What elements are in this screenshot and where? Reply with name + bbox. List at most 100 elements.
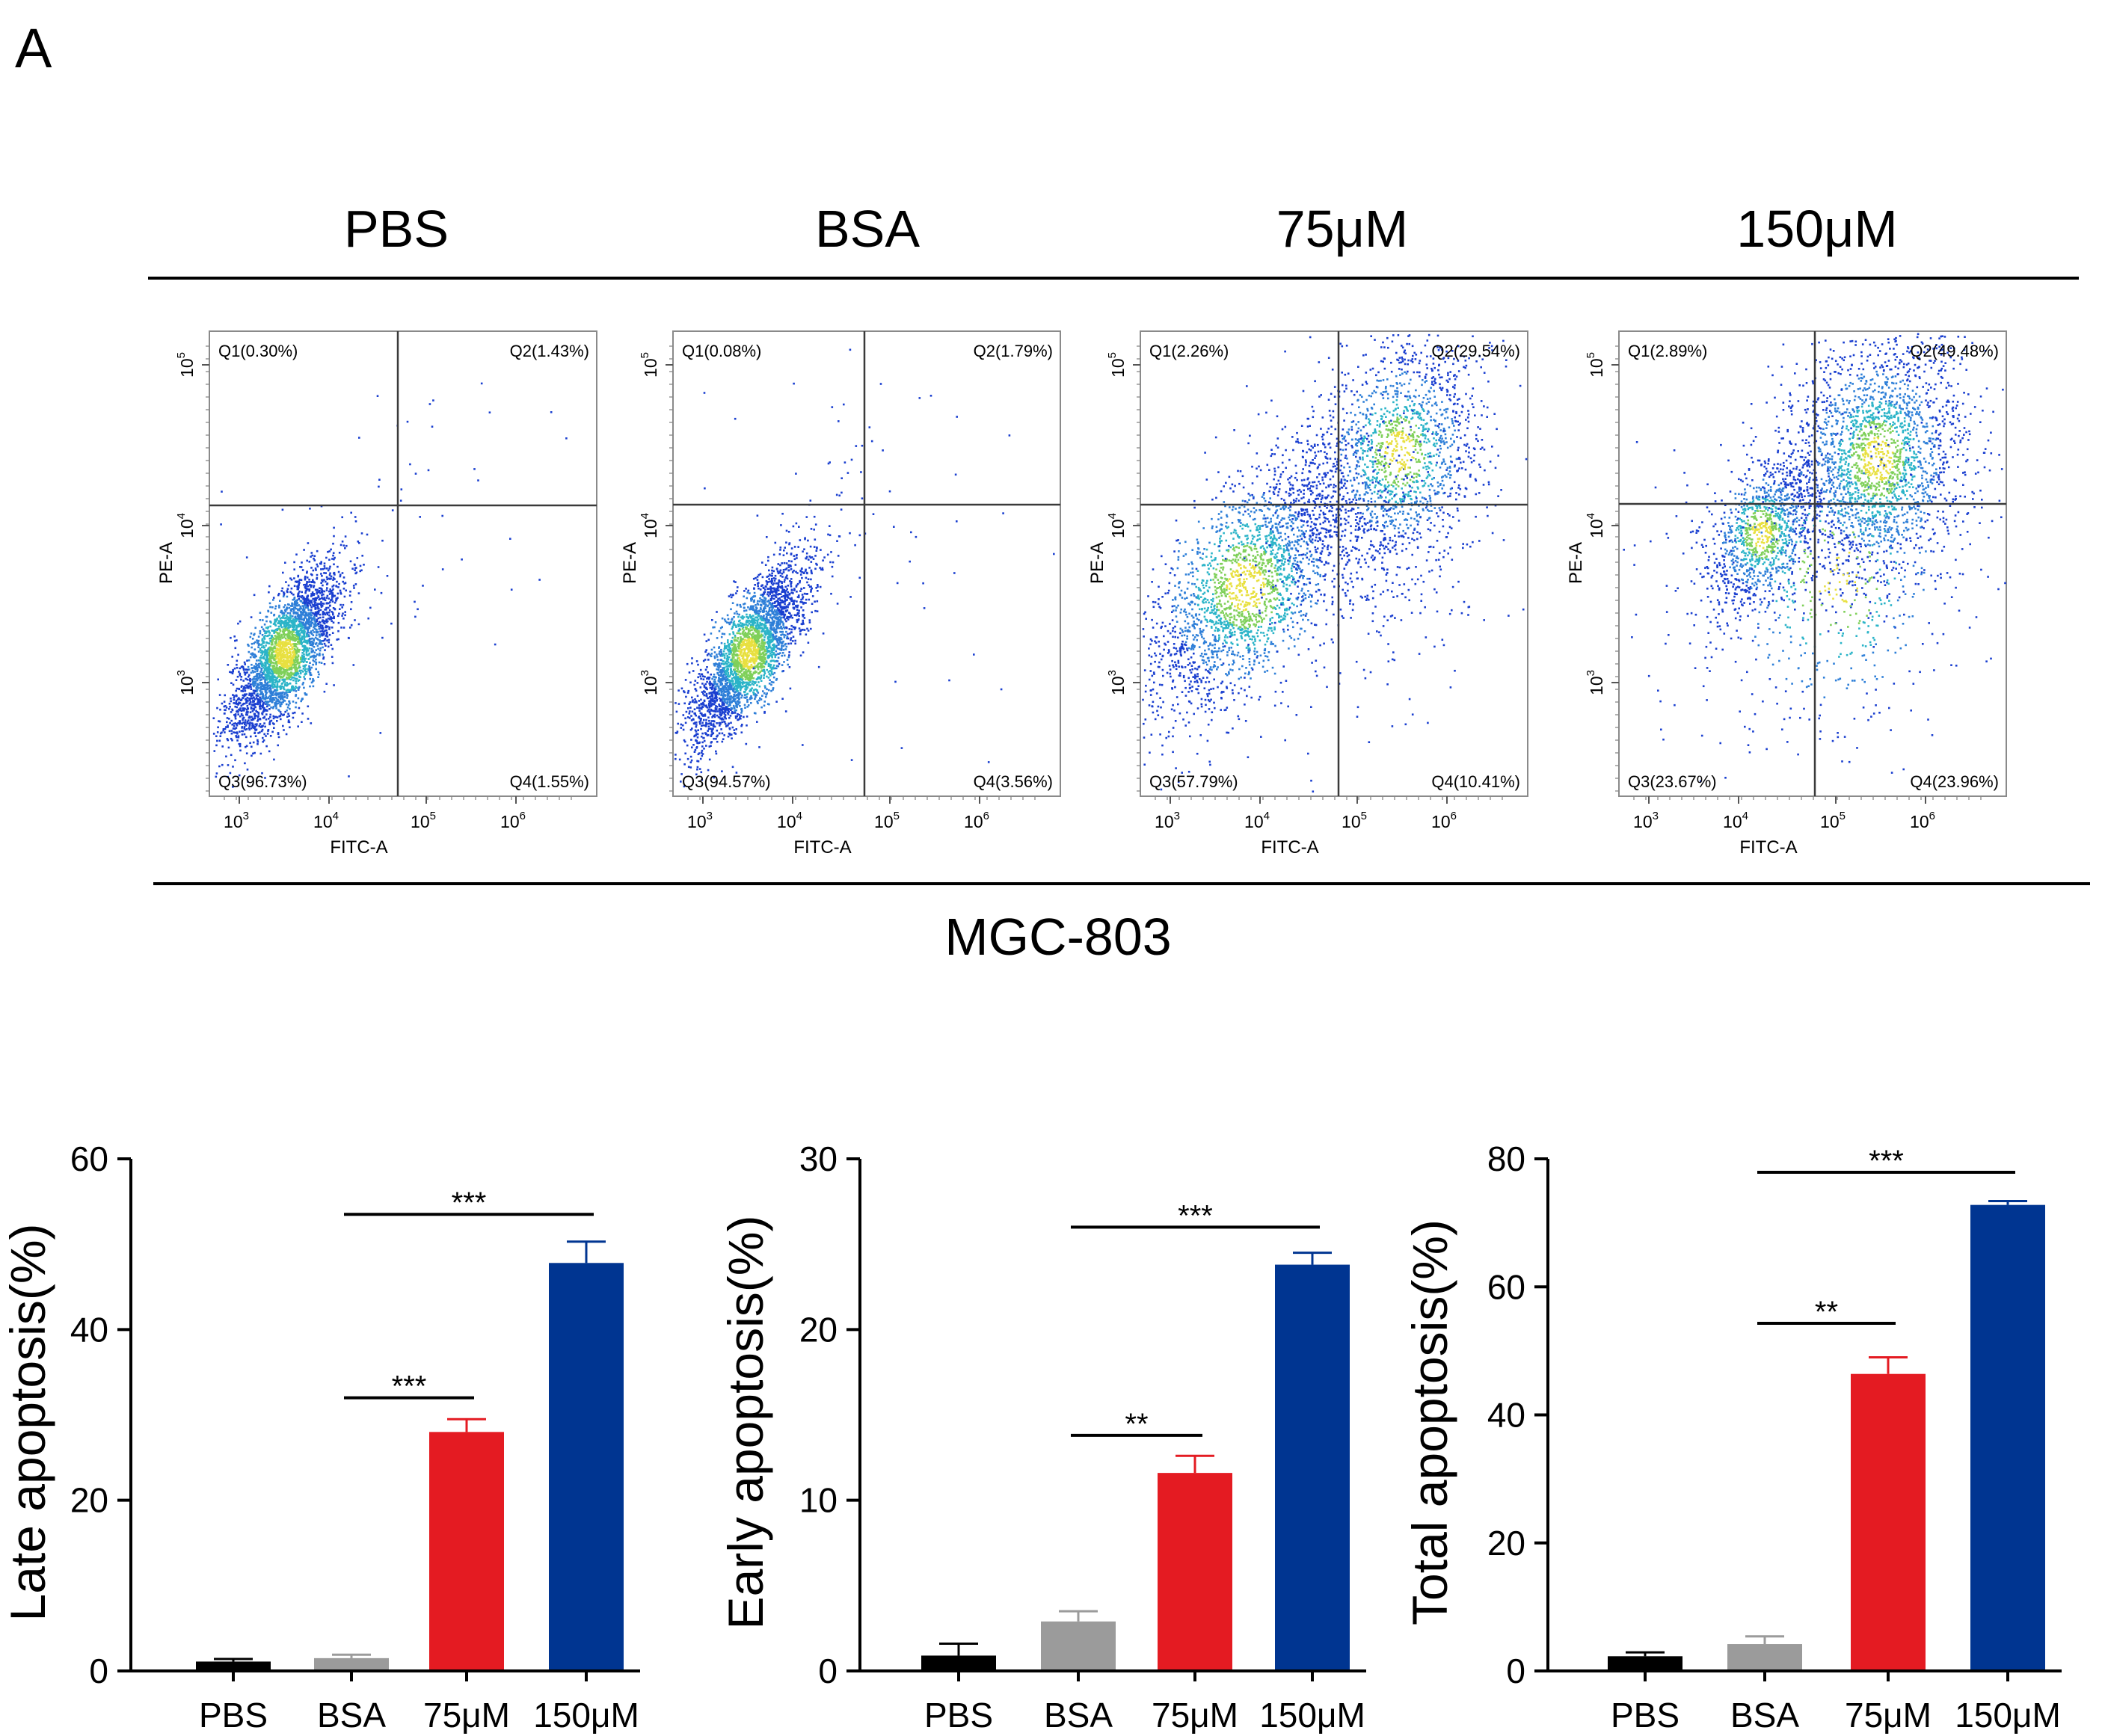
flow-event-dot — [269, 685, 272, 687]
flow-event-dot — [264, 665, 266, 667]
flow-event-dot — [325, 620, 328, 622]
flow-event-dot — [316, 638, 319, 640]
flow-event-dot — [245, 668, 248, 671]
flow-event-dot — [277, 653, 280, 656]
flow-event-dot — [294, 636, 296, 639]
flow-event-dot — [308, 579, 310, 581]
flow-event-dot — [259, 662, 262, 665]
flow-event-dot — [760, 674, 763, 677]
flow-event-dot — [772, 629, 775, 631]
flow-event-dot — [716, 714, 719, 717]
flow-event-dot — [282, 617, 284, 619]
flow-event-dot — [237, 653, 239, 656]
flow-event-dot — [274, 631, 277, 633]
flow-event-dot — [314, 612, 316, 615]
flow-event-dot — [307, 668, 310, 671]
flow-event-dot — [700, 698, 702, 701]
flow-event-dot — [295, 652, 298, 655]
flow-event-dot — [324, 649, 326, 651]
flow-event-dot — [286, 662, 289, 665]
flow-event-dot — [322, 598, 325, 600]
flow-event-dot — [321, 620, 324, 623]
flow-event-dot — [283, 673, 286, 675]
flow-event-dot — [787, 591, 789, 594]
flow-event-dot — [261, 687, 264, 690]
flow-event-dot — [277, 655, 280, 657]
flow-event-dot — [240, 698, 243, 701]
flow-event-dot — [794, 639, 796, 642]
flow-event-dot — [308, 671, 311, 674]
flow-event-dot — [265, 664, 267, 666]
flow-event-dot — [304, 587, 307, 590]
flow-event-dot — [272, 690, 275, 693]
flow-event-dot — [319, 634, 322, 637]
flow-event-dot — [746, 640, 748, 642]
flow-event-dot — [280, 673, 283, 676]
flow-event-dot — [257, 718, 259, 721]
flow-event-dot — [299, 566, 301, 568]
flow-event-dot — [288, 630, 291, 632]
flow-event-dot — [319, 639, 321, 641]
flow-event-dot — [326, 613, 329, 616]
flow-event-dot — [252, 677, 255, 680]
flow-event-dot — [283, 635, 286, 638]
flow-event-dot — [749, 615, 752, 618]
flow-event-dot — [263, 630, 265, 632]
flow-event-dot — [755, 616, 758, 618]
flow-event-dot — [265, 641, 268, 644]
flow-event-dot — [308, 561, 311, 563]
flow-event-dot — [771, 566, 774, 569]
flow-event-dot — [745, 621, 748, 624]
flow-event-dot — [285, 689, 288, 692]
flow-event-dot — [261, 638, 264, 640]
flow-event-dot — [263, 651, 265, 653]
flow-event-dot — [307, 601, 310, 604]
flow-event-dot — [745, 681, 748, 684]
flow-event-dot — [296, 615, 299, 618]
flow-event-dot — [766, 650, 769, 653]
flow-event-dot — [257, 650, 260, 653]
flow-event-dot — [721, 632, 724, 635]
flow-event-dot — [325, 626, 327, 629]
flow-event-dot — [262, 688, 265, 690]
flow-event-dot — [236, 687, 239, 690]
flow-event-dot — [710, 655, 713, 658]
flow-event-dot — [731, 602, 734, 604]
flow-event-dot — [723, 656, 726, 659]
flow-event-dot — [773, 630, 775, 632]
flow-event-dot — [717, 686, 720, 689]
flow-event-dot — [304, 611, 307, 614]
flow-event-dot — [263, 668, 266, 671]
flow-event-dot — [230, 711, 233, 713]
flow-event-dot — [763, 692, 766, 695]
flow-event-dot — [267, 701, 270, 704]
flow-event-dot — [295, 690, 298, 692]
flow-event-dot — [238, 708, 240, 711]
flow-event-dot — [303, 656, 305, 658]
flow-event-dot — [284, 627, 287, 629]
flow-event-dot — [248, 650, 251, 653]
flow-event-dot — [720, 635, 723, 638]
flow-event-dot — [253, 634, 255, 636]
flow-event-dot — [293, 647, 296, 650]
flow-event-dot — [227, 724, 229, 727]
flow-event-dot — [838, 494, 841, 497]
flow-event-dot — [281, 676, 284, 679]
flow-event-dot — [746, 636, 749, 638]
flow-event-dot — [242, 694, 245, 697]
flow-event-dot — [769, 621, 772, 624]
flow-event-dot — [733, 732, 736, 734]
flow-event-dot — [293, 577, 295, 579]
flow-event-dot — [234, 722, 237, 724]
flow-event-dot — [732, 704, 735, 707]
flow-event-dot — [260, 660, 262, 663]
flow-event-dot — [236, 723, 238, 725]
flow-event-dot — [310, 656, 313, 658]
flow-event-dot — [313, 638, 316, 641]
flow-event-dot — [441, 514, 443, 517]
flow-event-dot — [261, 725, 263, 728]
flow-event-dot — [292, 609, 295, 612]
flow-event-dot — [279, 643, 282, 646]
flow-event-dot — [308, 666, 311, 669]
flow-event-dot — [510, 588, 513, 591]
